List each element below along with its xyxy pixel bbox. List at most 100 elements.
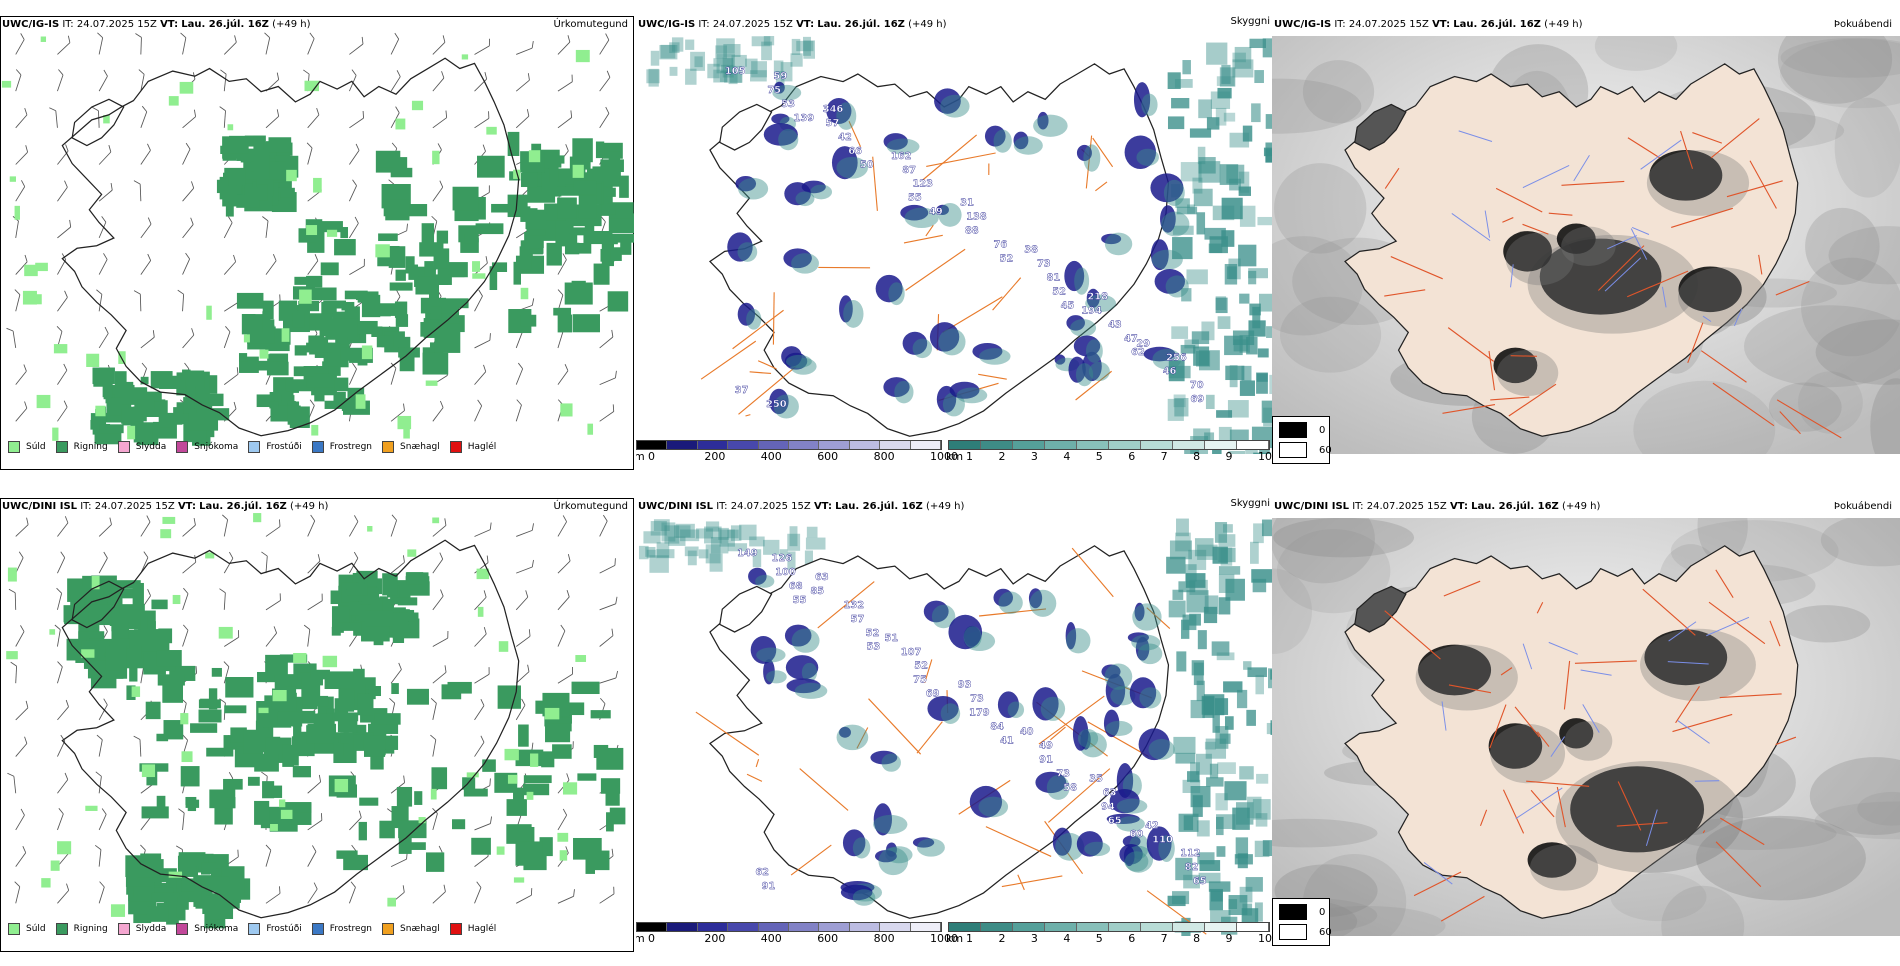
rain-cell	[608, 291, 629, 311]
wind-barb	[9, 589, 16, 610]
fog-cell	[1262, 401, 1272, 423]
precip-type-panel: UWC/DINI ISL IT: 24.07.2025 15Z VT: Lau.…	[0, 496, 636, 966]
rain-cell	[423, 353, 449, 375]
fog-cell	[1217, 652, 1235, 660]
legend-item: Haglél	[450, 441, 497, 453]
rain-cell	[288, 406, 301, 425]
legend-item: Frostúði	[248, 441, 301, 453]
rain-cell	[573, 314, 600, 332]
river	[1695, 781, 1719, 782]
fog-cell	[1171, 98, 1189, 108]
drizzle-cell	[279, 799, 285, 807]
visibility-value-label: 218	[1087, 291, 1108, 302]
colorbar-segment	[949, 441, 981, 449]
rain-cell	[190, 723, 217, 733]
wind-barb	[11, 108, 29, 128]
drizzle-cell	[508, 775, 517, 784]
drizzle-cell	[162, 517, 175, 524]
legend-swatch	[176, 923, 188, 935]
rain-cell	[365, 611, 393, 627]
drizzle-cell	[37, 395, 51, 408]
wind-barb	[52, 808, 65, 830]
rain-cell	[359, 798, 378, 806]
colorbar-tick: 200	[704, 450, 725, 463]
visibility-value-label: 55	[793, 595, 807, 606]
colorbar-tick: 8	[1193, 932, 1200, 945]
colorbar-unit: m	[636, 932, 645, 945]
rain-cell	[181, 766, 200, 786]
rain-cell	[332, 318, 357, 337]
rain-cell	[545, 724, 570, 742]
rain-cell	[391, 683, 399, 694]
wind-barb	[7, 327, 16, 348]
visibility-value-label: 105	[725, 66, 746, 77]
fog-cell	[1251, 103, 1261, 122]
rain-cell	[133, 407, 147, 422]
fog-map	[1272, 518, 1900, 936]
fog-cell	[1225, 579, 1245, 601]
legend-label: Frostregn	[330, 442, 372, 452]
fog-area	[873, 815, 907, 834]
wind-barb	[178, 518, 198, 536]
fog-cell	[694, 56, 702, 67]
wind-barb	[10, 180, 26, 201]
rain-cell	[223, 779, 243, 790]
rain-cell	[100, 424, 124, 433]
wind-barb	[94, 808, 108, 829]
rain-cell	[407, 689, 429, 705]
rain-cell	[339, 609, 350, 625]
rain-cell	[393, 624, 404, 643]
rain-cell	[295, 345, 307, 355]
rain-cell	[293, 313, 305, 328]
fog-cell	[1264, 148, 1272, 157]
legend-label: Frostregn	[330, 924, 372, 934]
fog-area	[1152, 250, 1183, 270]
rain-cell	[507, 799, 527, 816]
wind-barb	[596, 629, 616, 647]
fog-shade	[1782, 605, 1871, 642]
fog-cell	[1259, 294, 1272, 312]
visibility-value-label: 85	[810, 586, 824, 597]
drizzle-cell	[273, 690, 287, 701]
wind-barb	[221, 367, 241, 384]
wind-barb	[594, 515, 609, 536]
colorbar-segment	[1013, 923, 1045, 931]
drizzle-cell	[41, 37, 46, 42]
rain-cell	[103, 382, 113, 398]
wind-barb	[511, 363, 524, 385]
wind-barb	[260, 33, 270, 55]
legend-label: Slydda	[136, 924, 166, 934]
colorbar-tick: 800	[874, 932, 895, 945]
rain-cell	[396, 270, 406, 281]
lead-time: (+49 h)	[926, 501, 964, 512]
rain-cell	[158, 628, 172, 643]
visibility-value-label: 62	[755, 867, 769, 878]
it-value: 24.07.2025 15Z	[1349, 19, 1429, 30]
colorbar-segment	[1205, 441, 1237, 449]
fog-cell	[1240, 335, 1250, 353]
fog-cell	[1243, 661, 1251, 670]
drizzle-cell	[173, 595, 181, 604]
wind-barb	[10, 662, 17, 683]
rain-cell	[572, 138, 592, 162]
wind-barb	[176, 809, 184, 830]
wind-barb	[134, 290, 141, 311]
rain-cell	[591, 710, 611, 718]
fog-cell	[706, 521, 719, 531]
fog-cell	[699, 549, 709, 558]
rain-cell	[336, 850, 357, 858]
visibility-value-label: 31	[960, 198, 974, 209]
drizzle-cell	[51, 860, 60, 870]
rain-cell	[558, 315, 572, 333]
fog-cell	[1199, 860, 1220, 871]
wind-barb	[51, 625, 61, 647]
legend-item: Haglél	[450, 923, 497, 935]
wind-barb	[53, 36, 72, 55]
lead-time: (+49 h)	[908, 19, 946, 30]
rain-cell	[228, 168, 245, 185]
wind-barb	[94, 327, 110, 348]
wind-barb	[553, 590, 571, 610]
visibility-value-label: 49	[929, 206, 943, 217]
fog-cell	[1238, 245, 1256, 267]
rain-cell	[596, 142, 604, 159]
